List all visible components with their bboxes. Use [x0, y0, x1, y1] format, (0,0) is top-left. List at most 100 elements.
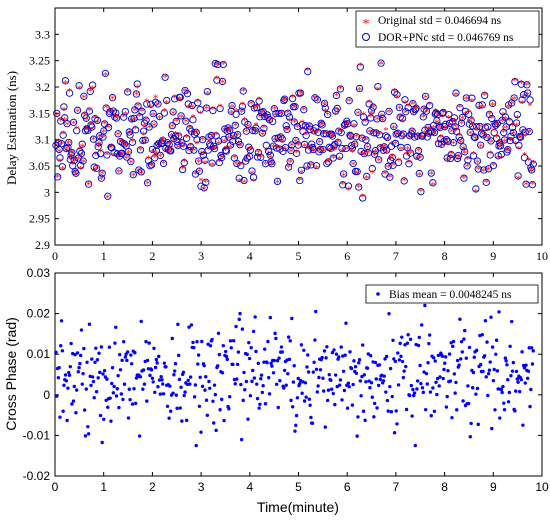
dor-point — [220, 135, 228, 144]
bias-point — [118, 368, 123, 372]
dor-point — [126, 131, 134, 139]
original-point: * — [145, 179, 151, 191]
original-point: * — [448, 152, 454, 164]
bias-point — [480, 332, 484, 337]
bias-point — [341, 369, 346, 373]
dor-point — [447, 150, 455, 159]
bias-point — [210, 337, 214, 342]
original-point: * — [456, 131, 462, 143]
bias-point — [321, 389, 326, 393]
original-point: * — [309, 142, 315, 154]
bias-point — [523, 381, 527, 385]
original-point: * — [265, 115, 271, 127]
original-point: * — [483, 121, 489, 133]
dor-point — [524, 89, 532, 97]
dor-point — [412, 104, 420, 112]
original-point: * — [201, 149, 207, 161]
original-point: * — [125, 87, 131, 99]
bias-point — [224, 354, 229, 359]
dor-point — [367, 107, 376, 115]
original-point: * — [489, 113, 495, 125]
dor-point — [236, 141, 244, 149]
original-point: * — [193, 169, 199, 181]
bias-point — [129, 362, 134, 366]
dor-point — [250, 104, 259, 112]
dor-point — [329, 154, 337, 162]
bias-point — [290, 316, 294, 321]
dor-point — [485, 110, 494, 119]
original-point: * — [438, 132, 444, 144]
original-point: * — [76, 83, 82, 95]
dor-point — [455, 133, 463, 141]
original-point: * — [336, 126, 342, 138]
dor-point — [300, 140, 309, 149]
original-point: * — [251, 176, 257, 188]
original-point: * — [499, 116, 505, 128]
original-point: * — [129, 116, 135, 128]
bias-point — [474, 392, 478, 396]
original-point: * — [230, 135, 236, 147]
original-point: * — [186, 145, 192, 157]
original-point: * — [450, 117, 456, 129]
dor-point — [240, 176, 248, 185]
original-point: * — [370, 102, 376, 114]
original-point: * — [84, 115, 90, 127]
original-point: * — [74, 123, 80, 135]
dor-point — [513, 110, 521, 119]
bias-point — [223, 349, 228, 354]
dor-point — [474, 165, 482, 173]
dor-point — [494, 152, 502, 160]
y-tick-label: 3.15 — [29, 106, 50, 120]
bias-point — [156, 385, 160, 389]
dor-point — [510, 94, 518, 102]
original-point: * — [344, 118, 350, 130]
bias-point — [357, 361, 361, 365]
original-point: * — [278, 132, 284, 144]
dor-point — [293, 122, 302, 131]
original-point: * — [495, 153, 501, 165]
dor-point — [410, 108, 418, 116]
bias-point — [316, 384, 320, 388]
dor-point — [304, 67, 312, 76]
original-point: * — [98, 147, 104, 159]
bias-point — [499, 387, 504, 392]
bias-point — [153, 390, 157, 394]
bias-point — [274, 382, 279, 386]
bias-point — [269, 361, 273, 366]
bias-point — [167, 416, 171, 420]
bias-point — [259, 373, 264, 377]
dor-point — [121, 107, 129, 116]
original-point: * — [240, 99, 246, 111]
dor-point — [154, 100, 162, 108]
bias-point — [352, 359, 356, 363]
original-point: * — [290, 92, 296, 104]
bias-point — [132, 387, 136, 391]
original-point: * — [300, 125, 306, 137]
bias-point — [95, 358, 100, 362]
original-point: * — [244, 126, 250, 138]
bias-point — [154, 357, 159, 362]
x-tick-label: 8 — [441, 480, 448, 494]
original-point: * — [479, 127, 485, 139]
original-point: * — [286, 162, 292, 174]
dor-point — [451, 123, 459, 131]
dor-point — [68, 149, 76, 157]
bias-point — [405, 341, 410, 345]
original-point: * — [65, 143, 71, 155]
bias-point — [242, 370, 246, 375]
original-point: * — [138, 145, 144, 157]
dor-point — [420, 105, 428, 113]
original-point: * — [472, 131, 478, 143]
bias-point — [361, 409, 366, 413]
original-point: * — [404, 149, 410, 161]
dor-point — [297, 166, 306, 174]
bias-point — [389, 409, 394, 414]
dor-point — [388, 153, 396, 162]
legend-star-marker: * — [363, 17, 370, 32]
original-point: * — [362, 150, 368, 162]
bias-point — [510, 319, 514, 324]
bias-point — [364, 380, 368, 384]
dor-point — [199, 151, 208, 159]
dor-point — [225, 133, 233, 141]
bottom-x-ticks: 0 1 2 3 4 5 6 7 8 9 10 — [52, 273, 549, 494]
